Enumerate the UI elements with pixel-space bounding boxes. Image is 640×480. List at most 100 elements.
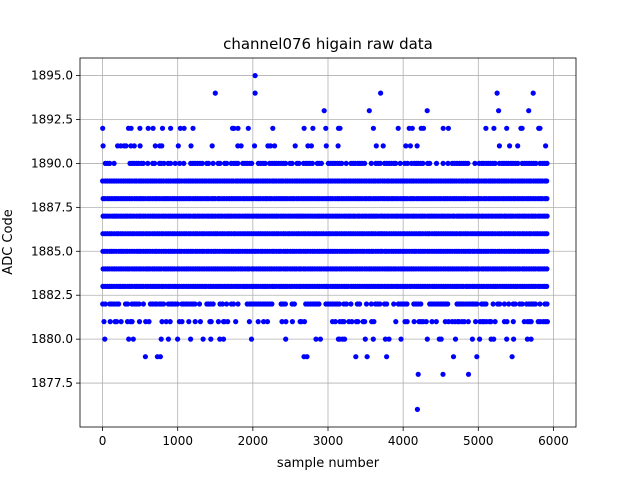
data-point <box>111 160 117 166</box>
data-point <box>116 301 122 307</box>
data-point <box>424 336 430 342</box>
data-point <box>532 301 539 307</box>
data-point <box>544 196 550 202</box>
data-point <box>544 213 550 219</box>
data-point <box>128 125 134 131</box>
x-axis-label: sample number <box>277 456 380 471</box>
data-point <box>504 125 510 131</box>
data-point <box>102 336 108 342</box>
data-point <box>317 336 323 342</box>
data-point <box>175 143 181 149</box>
data-point <box>188 143 194 149</box>
data-point <box>318 160 324 166</box>
data-point <box>126 336 132 342</box>
data-point <box>533 160 539 166</box>
data-point <box>380 143 386 149</box>
data-point <box>309 160 315 166</box>
data-point <box>209 143 215 149</box>
data-point <box>427 160 433 166</box>
data-point <box>544 160 550 166</box>
data-point <box>349 319 355 325</box>
data-point <box>429 319 435 325</box>
data-point <box>363 301 370 307</box>
data-point <box>292 143 298 149</box>
data-point <box>492 319 498 325</box>
data-point <box>208 319 214 325</box>
data-point <box>137 125 143 131</box>
data-point <box>159 143 165 149</box>
data-point <box>107 160 113 166</box>
data-point <box>368 160 374 166</box>
data-point <box>507 143 513 149</box>
data-point <box>289 319 295 325</box>
data-point <box>537 301 543 307</box>
data-point <box>418 301 424 307</box>
y-tick-label: 1877.5 <box>31 376 73 390</box>
data-point <box>206 160 212 166</box>
data-point <box>445 301 451 307</box>
data-point <box>131 143 137 149</box>
data-point <box>368 301 374 307</box>
data-point <box>544 248 550 254</box>
data-point <box>519 125 525 131</box>
data-point <box>461 319 467 325</box>
data-point <box>509 354 515 360</box>
data-point <box>420 125 427 131</box>
data-point <box>483 301 489 307</box>
data-point <box>544 231 550 237</box>
y-tick-label: 1887.5 <box>31 200 73 214</box>
data-point <box>270 125 276 131</box>
grid-lines <box>80 58 576 427</box>
data-point <box>225 319 231 325</box>
y-tick-label: 1892.5 <box>31 113 73 127</box>
data-point <box>129 319 135 325</box>
data-point <box>235 301 241 307</box>
data-point <box>172 160 178 166</box>
data-point <box>515 160 521 166</box>
x-tick-label: 3000 <box>313 434 344 448</box>
data-point <box>208 336 214 342</box>
data-point <box>246 319 252 325</box>
data-point <box>477 336 483 342</box>
data-point <box>181 125 187 131</box>
y-tick-label: 1890.0 <box>31 156 73 170</box>
data-point <box>465 160 471 166</box>
data-point <box>384 354 390 360</box>
data-point <box>279 319 285 325</box>
data-point <box>382 336 388 342</box>
data-point <box>414 143 420 149</box>
data-point <box>524 336 531 342</box>
data-point <box>217 336 223 342</box>
data-point <box>404 160 411 166</box>
data-point <box>283 319 289 325</box>
data-point <box>186 319 192 325</box>
data-point <box>220 336 227 342</box>
data-point <box>433 160 440 166</box>
data-point <box>291 301 297 307</box>
x-tick-label: 2000 <box>238 434 269 448</box>
data-point <box>233 319 239 325</box>
data-point <box>137 143 143 149</box>
data-point <box>248 336 255 342</box>
data-point <box>474 354 480 360</box>
data-point <box>415 371 421 377</box>
data-point <box>450 354 457 360</box>
data-point <box>251 143 258 149</box>
data-point <box>235 125 241 131</box>
data-point <box>289 160 295 166</box>
data-point <box>252 73 258 79</box>
data-point <box>445 319 452 325</box>
data-point <box>414 406 420 412</box>
data-point <box>370 125 376 131</box>
data-point <box>282 301 288 307</box>
data-point <box>528 319 534 325</box>
data-point <box>249 160 255 166</box>
data-point <box>341 319 347 325</box>
data-point <box>230 301 237 307</box>
data-point <box>501 301 507 307</box>
data-point <box>146 319 152 325</box>
data-points <box>100 73 551 412</box>
data-point <box>269 301 275 307</box>
